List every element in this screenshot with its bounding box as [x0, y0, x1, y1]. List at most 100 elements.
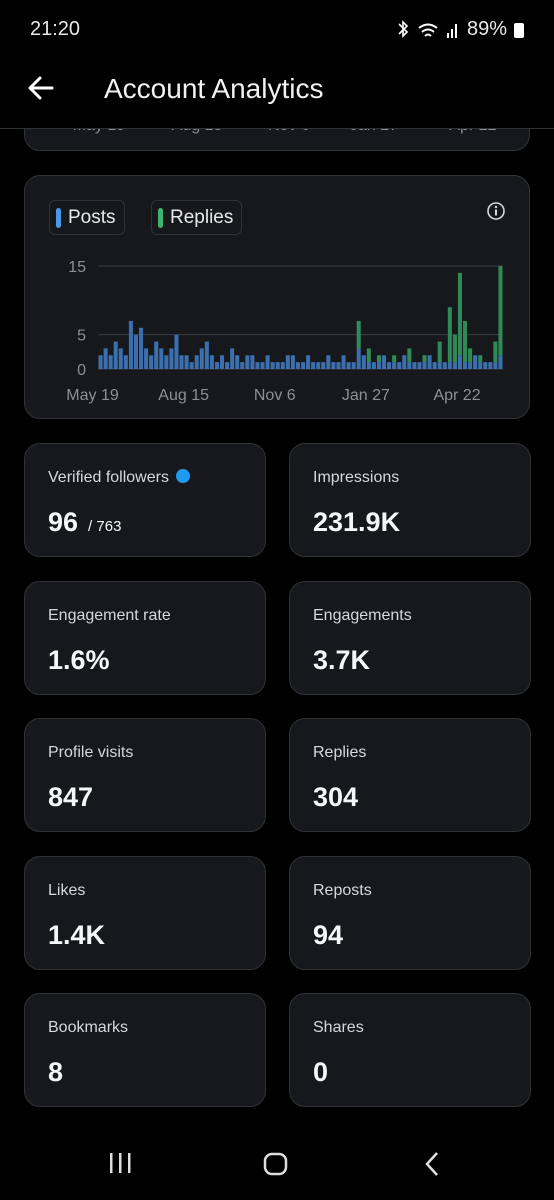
- bar: [220, 355, 225, 369]
- bar: [427, 355, 432, 369]
- bar: [361, 355, 366, 369]
- bar: [483, 362, 488, 369]
- bar: [351, 362, 356, 369]
- bar: [295, 362, 300, 369]
- bar: [159, 348, 164, 369]
- stat-label-text: Likes: [48, 882, 86, 899]
- legend-label: Replies: [170, 207, 234, 228]
- stat-card: Bookmarks 8: [24, 993, 266, 1107]
- bar: [260, 362, 265, 369]
- bar: [442, 362, 447, 369]
- stat-value: 1.6%: [48, 645, 110, 676]
- bar: [341, 355, 346, 369]
- bar: [154, 341, 159, 369]
- bar: [184, 355, 189, 369]
- back-nav-button[interactable]: [425, 1152, 438, 1176]
- stat-label: Profile visits: [48, 744, 133, 762]
- bar: [392, 362, 397, 369]
- recent-apps-button[interactable]: [128, 1153, 131, 1173]
- stat-card: Shares 0: [289, 993, 531, 1107]
- bar: [478, 355, 483, 363]
- back-button[interactable]: [26, 74, 56, 102]
- stat-label: Bookmarks: [48, 1019, 128, 1037]
- bar: [204, 341, 209, 369]
- bar: [473, 355, 478, 369]
- bar: [326, 355, 331, 369]
- battery-text: 89%: [467, 18, 508, 40]
- bar: [209, 355, 214, 369]
- bar: [457, 355, 462, 369]
- bar: [321, 362, 326, 369]
- stat-total: / 763: [88, 518, 122, 535]
- bar: [468, 362, 473, 369]
- info-stem[interactable]: [495, 209, 497, 216]
- bar: [356, 320, 361, 349]
- x-tick-label: Jan 27: [342, 387, 390, 404]
- signal-bar: [451, 29, 453, 38]
- y-tick-label: 5: [77, 328, 86, 345]
- bar: [240, 362, 245, 369]
- recent-apps-button[interactable]: [110, 1153, 113, 1173]
- bar: [402, 355, 407, 369]
- info-dot[interactable]: [494, 205, 498, 209]
- stat-value: 96 / 763: [48, 507, 121, 538]
- stat-label: Reposts: [313, 882, 372, 900]
- verified-badge: [175, 469, 190, 483]
- stat-label: Shares: [313, 1019, 364, 1037]
- stat-label-text: Profile visits: [48, 744, 134, 761]
- chart: 0 5 15 May 19 Aug 15 Nov 6 Jan 27 Apr 22: [66, 259, 503, 404]
- bar: [392, 355, 397, 363]
- stat-value: 94: [313, 920, 343, 951]
- bar: [463, 320, 468, 363]
- stat-label-text: Impressions: [313, 469, 400, 486]
- bar: [382, 355, 387, 369]
- home-button[interactable]: [263, 1152, 288, 1176]
- signal-bar: [447, 33, 449, 38]
- legend-label: Posts: [68, 207, 116, 228]
- bar: [463, 362, 468, 369]
- back-arrow[interactable]: [28, 76, 54, 100]
- stat-label: Replies: [313, 744, 366, 762]
- bar: [356, 348, 361, 369]
- bar: [498, 266, 503, 356]
- x-tick-label: May 19: [66, 387, 119, 404]
- bar: [437, 341, 442, 363]
- legend-item: Replies: [151, 200, 243, 235]
- bar: [189, 362, 194, 369]
- bar: [108, 355, 113, 369]
- bar: [301, 362, 306, 369]
- bar: [250, 355, 255, 369]
- bar: [387, 362, 392, 369]
- bar: [118, 348, 123, 369]
- bar: [98, 355, 103, 369]
- bar: [199, 348, 204, 369]
- stat-label-text: Verified followers: [48, 469, 169, 486]
- stat-card: Impressions 231.9K: [289, 443, 531, 557]
- x-tick-label: Nov 6: [254, 387, 296, 404]
- info-circle[interactable]: [487, 202, 505, 220]
- bar: [376, 355, 381, 363]
- stat-card: Profile visits 847: [24, 718, 266, 832]
- info-icon[interactable]: [484, 200, 508, 224]
- bar: [144, 348, 149, 369]
- stat-value: 231.9K: [313, 507, 400, 538]
- stat-value: 8: [48, 1057, 63, 1088]
- chart-card: Posts Replies 0 5 15 May 19 Aug 15 Nov 6 Jan 27…: [24, 175, 530, 419]
- stat-value-text: 231.9K: [313, 507, 401, 537]
- battery-icon: [514, 23, 524, 38]
- nav-bar: [110, 1152, 438, 1176]
- stat-card: Verified followers 96 / 763: [24, 443, 266, 557]
- recent-apps-button[interactable]: [119, 1153, 122, 1173]
- bar: [235, 355, 240, 369]
- stat-label: Likes: [48, 882, 85, 900]
- stat-value: 0: [313, 1057, 328, 1088]
- bar: [265, 355, 270, 369]
- stat-value-text: 1.4K: [48, 920, 106, 950]
- bar: [103, 348, 108, 369]
- status-icons: [398, 20, 457, 38]
- bar: [290, 355, 295, 369]
- bar: [417, 362, 422, 369]
- bar: [174, 334, 179, 369]
- bar: [123, 355, 128, 369]
